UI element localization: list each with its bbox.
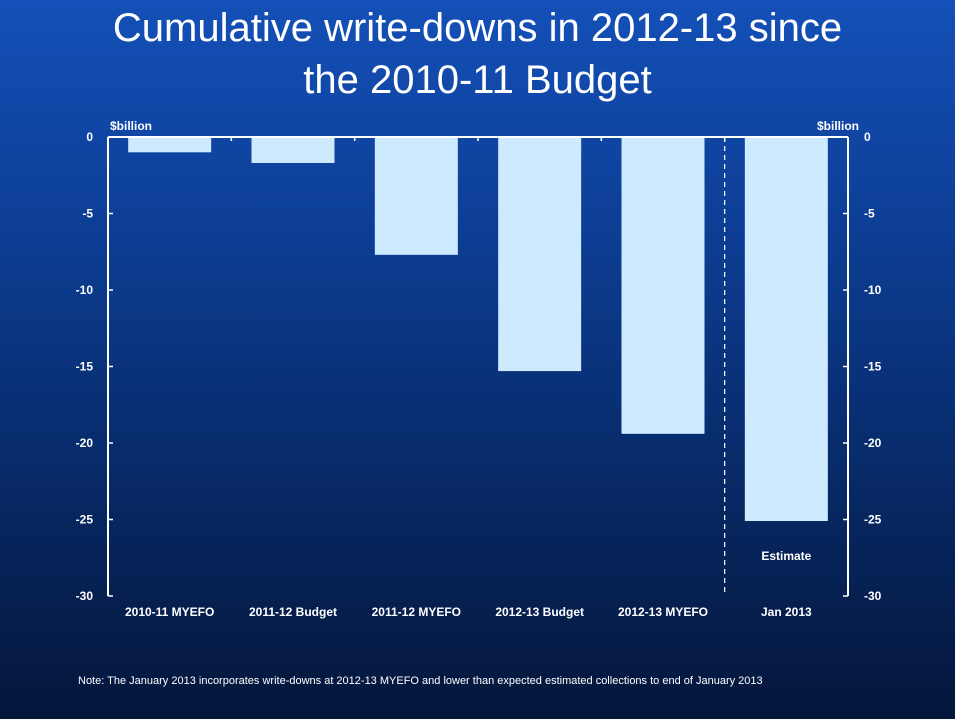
left-y-tick-label: -20: [76, 436, 94, 450]
title-line-1: Cumulative write-downs in 2012-13 since: [112, 6, 843, 50]
right-y-tick-label: -25: [864, 513, 882, 527]
left-y-tick-label: -15: [76, 360, 94, 374]
right-y-tick-label: -10: [864, 283, 882, 297]
x-category-label: 2011-12 Budget: [249, 605, 337, 619]
x-category-label: 2010-11 MYEFO: [125, 605, 214, 619]
right-y-tick-label: 0: [864, 130, 871, 144]
right-y-tick-label: -15: [864, 360, 882, 374]
x-category-label: 2012-13 MYEFO: [618, 605, 708, 619]
title-line-2: the 2010-11 Budget: [303, 58, 652, 102]
bar-2012-13-myefo: [621, 137, 705, 434]
right-y-axis-label: $billion: [817, 119, 859, 133]
left-y-tick-label: 0: [86, 130, 93, 144]
right-y-tick-label: -30: [864, 589, 882, 603]
slide-title: Cumulative write-downs in 2012-13 since …: [0, 2, 955, 106]
bar-jan-2013: [744, 137, 828, 522]
bar-2012-13-budget: [498, 137, 582, 372]
left-y-tick-label: -5: [82, 207, 93, 221]
bar-2010-11-myefo: [128, 137, 212, 153]
x-category-label: 2011-12 MYEFO: [372, 605, 461, 619]
estimate-annotation: Estimate: [761, 549, 811, 563]
left-y-axis-label: $billion: [110, 119, 152, 133]
left-y-tick-label: -10: [76, 283, 94, 297]
chart-note: Note: The January 2013 incorporates writ…: [78, 675, 763, 687]
right-y-tick-label: -5: [864, 207, 875, 221]
left-y-tick-label: -25: [76, 513, 94, 527]
x-category-label: Jan 2013: [761, 605, 812, 619]
right-y-tick-label: -20: [864, 436, 882, 450]
bar-2011-12-budget: [251, 137, 335, 164]
x-category-label: 2012-13 Budget: [495, 605, 584, 619]
bar-2011-12-myefo: [374, 137, 458, 255]
left-y-tick-label: -30: [76, 589, 94, 603]
